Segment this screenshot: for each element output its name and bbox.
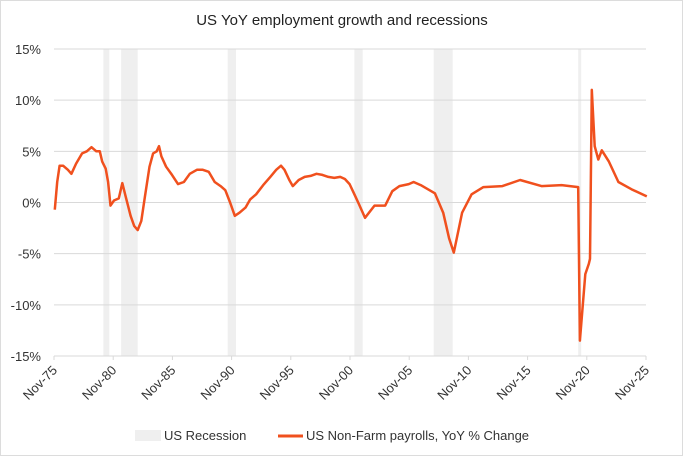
legend-recession-label: US Recession [164,428,246,443]
x-tick-label: Nov-25 [612,363,652,403]
y-tick-label: 15% [15,42,41,57]
x-axis-labels: Nov-75 Nov-80 Nov-85 Nov-90 Nov-95 Nov-00 Nov-… [20,363,652,403]
y-axis-labels: 15% 10% 5% 0% -5% -10% -15% [11,42,42,364]
x-tick-label: Nov-20 [553,363,593,403]
y-tick-label: -15% [11,349,42,364]
payrolls-yoy-line [53,88,648,342]
legend-recession-swatch [135,430,161,441]
x-tick-label: Nov-10 [434,363,474,403]
y-tick-label: 10% [15,93,41,108]
x-tick-label: Nov-95 [257,363,297,403]
x-tick-label: Nov-05 [375,363,415,403]
x-tick-label: Nov-00 [316,363,356,403]
gridlines [53,48,647,360]
y-tick-label: 0% [22,196,41,211]
chart-title: US YoY employment growth and recessions [196,12,488,29]
x-tick-label: Nov-15 [493,363,533,403]
x-tick-label: Nov-90 [197,363,237,403]
x-tick-label: Nov-85 [138,363,178,403]
y-tick-label: -5% [18,247,42,262]
x-tick-label: Nov-75 [20,363,60,403]
legend-payrolls-label: US Non-Farm payrolls, YoY % Change [306,428,529,443]
x-tick-label: Nov-80 [79,363,119,403]
y-tick-label: 5% [22,144,41,159]
legend: US Recession US Non-Farm payrolls, YoY %… [135,428,529,443]
y-tick-label: -10% [11,298,42,313]
series-lines [53,88,648,342]
